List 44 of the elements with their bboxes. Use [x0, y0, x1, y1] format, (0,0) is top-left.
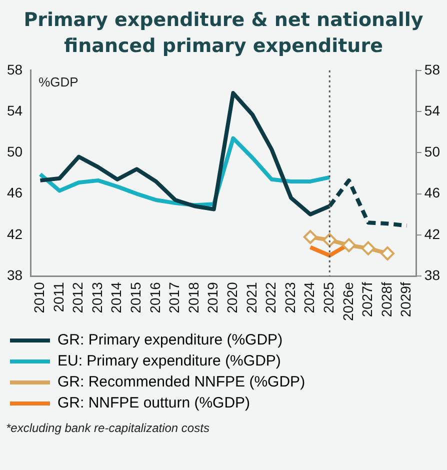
x-tick-label: 2022	[262, 282, 279, 314]
point	[361, 242, 376, 256]
y2-tick-label: 46	[424, 184, 440, 201]
chart-title: Primary expenditure & net nationally financed primary expenditure	[22, 8, 424, 59]
x-tick-label: 2020	[224, 282, 240, 314]
x-tick-label: 2017	[166, 282, 182, 314]
x-tick-label: 2027f	[359, 282, 376, 318]
x-tick-label: 2012	[70, 282, 86, 314]
point	[342, 238, 356, 252]
x-tick-label: 2011	[50, 282, 66, 312]
y-tick-label: 46	[6, 184, 23, 201]
y2-tick-label: 58	[424, 62, 440, 78]
x-tick-label: 2018	[185, 282, 202, 314]
x-tick-label: 2013	[88, 282, 105, 314]
y2-tick-label: 54	[424, 102, 440, 119]
y2-tick-label: 50	[424, 144, 440, 160]
y2-tick-label: 38	[424, 267, 440, 284]
x-tick-label: 2015	[128, 282, 144, 314]
legend-label: GR: Primary expenditure (%GDP)	[58, 332, 283, 349]
y-tick-label: 42	[6, 226, 23, 242]
legend-label: EU: Primary expenditure (%GDP)	[58, 352, 281, 370]
x-tick-label: 2021	[243, 282, 260, 314]
legend-label: GR: NNFPE outturn (%GDP)	[58, 394, 250, 412]
x-tick-label: 2023	[282, 282, 298, 314]
x-tick-label: 2024	[301, 282, 318, 314]
x-tick-label: 2016	[146, 282, 163, 314]
y-axis-title: %GDP	[38, 74, 78, 90]
point	[303, 230, 318, 244]
y-tick-label: 54	[6, 102, 23, 119]
x-tick-label: 2026e	[340, 282, 356, 322]
y-tick-label: 50	[6, 144, 23, 160]
x-tick-label: 2028f	[378, 282, 394, 318]
y-tick-label: 58	[6, 62, 23, 78]
x-tick-label: 2019	[204, 282, 221, 314]
x-tick-label: 2029f	[398, 282, 414, 318]
point	[380, 246, 394, 261]
x-tick-label: 2010	[31, 282, 48, 314]
point	[322, 233, 337, 248]
x-tick-label: 2014	[108, 282, 124, 314]
y-tick-label: 38	[6, 267, 23, 284]
y2-tick-label: 42	[424, 226, 440, 242]
text: *excluding bank re-capitalization costs	[5, 421, 210, 436]
legend-label: GR: Recommended NNFPE (%GDP)	[58, 374, 306, 391]
x-tick-label: 2025	[320, 282, 336, 314]
